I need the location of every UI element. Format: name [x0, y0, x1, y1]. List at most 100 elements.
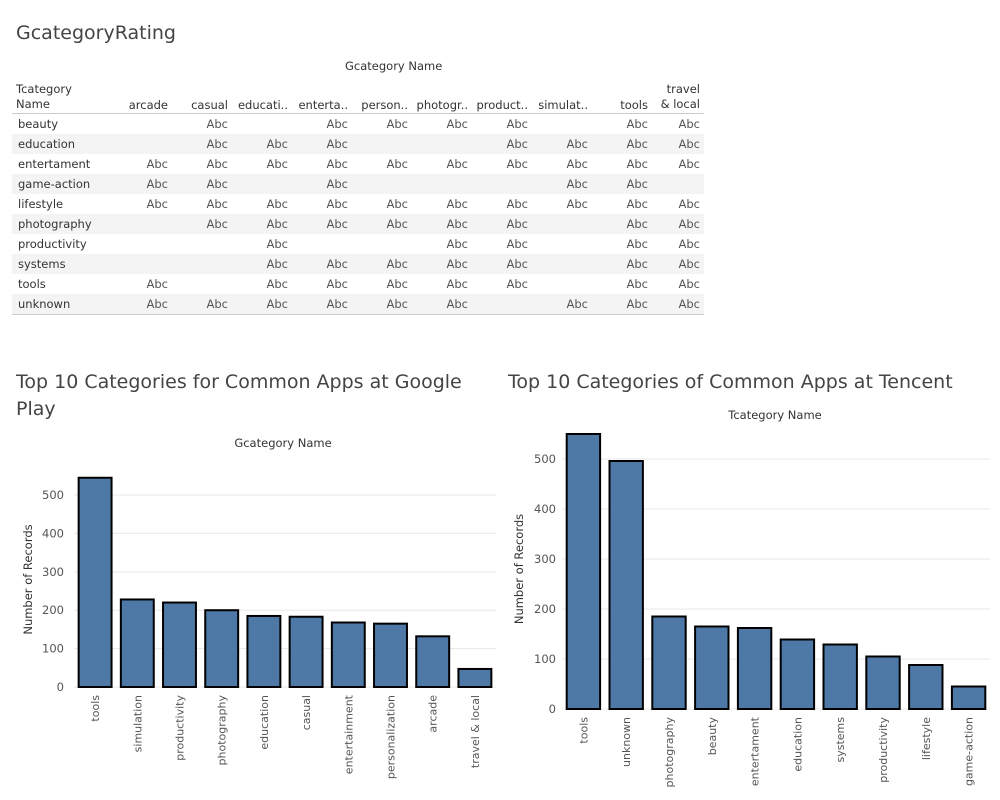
table-cell: Abc — [678, 197, 701, 211]
table-cell: Abc — [232, 134, 292, 154]
table-row: systems Abc Abc Abc Abc Abc Abc Abc — [12, 254, 704, 274]
y-tick-label: 400 — [42, 526, 64, 540]
table-cell: Abc — [206, 157, 229, 171]
table-cell: Abc — [326, 157, 349, 171]
table-cell: Abc — [172, 214, 232, 234]
table-cell: Abc — [566, 157, 589, 171]
table-cell — [112, 134, 172, 154]
y-tick-label: 300 — [42, 565, 64, 579]
bar — [415, 635, 451, 688]
table-row: entertament Abc Abc Abc Abc Abc Abc Abc Abc Abc Ab… — [12, 154, 704, 174]
table-cell: Abc — [292, 134, 352, 154]
x-axis-title: Tcategory Name — [727, 408, 821, 422]
table-cell: Abc — [292, 174, 352, 194]
bar — [865, 655, 901, 710]
table-cell — [532, 114, 592, 135]
table-cell: Abc — [232, 254, 292, 274]
table-cell — [652, 174, 704, 194]
table-cell: Abc — [326, 277, 349, 291]
table-cell — [472, 174, 532, 194]
x-tick-label: simulation — [131, 695, 144, 752]
x-tick-label: travel & local — [469, 695, 482, 768]
bar — [246, 614, 282, 689]
table-cell — [352, 234, 412, 254]
table-cell: Abc — [292, 214, 352, 234]
table-row: unknown Abc Abc Abc Abc Abc Abc Abc Abc Abc — [12, 294, 704, 315]
bar — [457, 667, 493, 688]
row-label: entertament — [18, 157, 91, 171]
x-tick-label: productivity — [877, 717, 890, 783]
table-cell — [412, 174, 472, 194]
table-cell: Abc — [146, 277, 169, 291]
y-tick-label: 300 — [534, 552, 556, 566]
y-tick-label: 100 — [42, 642, 64, 656]
table-cell: Abc — [326, 117, 349, 131]
bar — [288, 615, 324, 688]
table-cell — [172, 254, 232, 274]
y-tick-label: 500 — [534, 452, 556, 466]
bar — [373, 622, 408, 688]
table-cell: Abc — [146, 197, 169, 211]
y-axis-title: Number of Records — [21, 524, 35, 634]
table-cell: Abc — [386, 157, 409, 171]
table-cell: Abc — [386, 117, 409, 131]
x-tick-label: unknown — [620, 717, 633, 767]
bar — [694, 625, 730, 710]
table-cell: Abc — [626, 277, 649, 291]
table-cell: Abc — [206, 117, 229, 131]
table-cell: Abc — [678, 117, 701, 131]
table-cell: Abc — [352, 214, 412, 234]
y-tick-label: 400 — [534, 502, 556, 516]
table-cell — [472, 294, 532, 315]
table-cell: Abc — [472, 134, 532, 154]
row-header-text: Tcategory Name — [16, 82, 72, 111]
table-cell: Abc — [412, 254, 472, 274]
row-label: tools — [18, 277, 46, 291]
column-header: casual — [172, 82, 232, 114]
table-cell: Abc — [112, 294, 172, 315]
x-tick-label: game-action — [963, 717, 976, 786]
column-header: arcade — [112, 82, 172, 114]
table-cell: Abc — [592, 254, 652, 274]
bar — [162, 601, 197, 689]
x-tick-label: casual — [300, 695, 313, 730]
x-tick-label: tools — [89, 695, 102, 722]
table-cell: Abc — [566, 197, 589, 211]
column-header: simulat.. — [532, 82, 592, 114]
table-cell — [532, 214, 592, 234]
x-tick-label: entertainment — [342, 694, 355, 774]
table-row: game-action Abc Abc Abc Abc Abc — [12, 174, 704, 194]
table-cell: Abc — [506, 117, 529, 131]
table-cell: Abc — [352, 294, 412, 315]
table-cell: Abc — [532, 174, 592, 194]
crosstab-column-header-title: Gcategory Name — [345, 59, 443, 73]
x-tick-label: education — [258, 695, 271, 750]
column-header: tools — [592, 82, 652, 114]
table-cell: Abc — [506, 277, 529, 291]
table-cell: Abc — [652, 214, 704, 234]
table-cell — [532, 274, 592, 294]
table-cell: Abc — [412, 294, 472, 315]
bar — [779, 638, 816, 710]
table-cell — [112, 114, 172, 135]
bar — [77, 476, 113, 689]
table-cell: Abc — [292, 294, 352, 315]
x-tick-label: beauty — [706, 717, 719, 756]
table-cell: Abc — [266, 237, 289, 251]
table-cell: Abc — [652, 294, 704, 315]
table-cell: Abc — [326, 197, 349, 211]
table-cell — [112, 234, 172, 254]
x-tick-label: tools — [577, 717, 590, 744]
table-cell — [232, 114, 292, 135]
table-cell: Abc — [652, 134, 704, 154]
crosstab-row-header-title: Tcategory Name — [12, 82, 112, 114]
table-cell: Abc — [232, 214, 292, 234]
table-row: tools Abc Abc Abc Abc Abc Abc Abc Abc — [12, 274, 704, 294]
table-cell — [532, 234, 592, 254]
table-row: beauty Abc Abc Abc Abc Abc Abc Abc — [12, 114, 704, 135]
table-cell — [172, 274, 232, 294]
table-cell: Abc — [112, 174, 172, 194]
table-cell: Abc — [446, 237, 469, 251]
x-tick-label: personalization — [385, 695, 398, 779]
table-cell: Abc — [506, 157, 529, 171]
